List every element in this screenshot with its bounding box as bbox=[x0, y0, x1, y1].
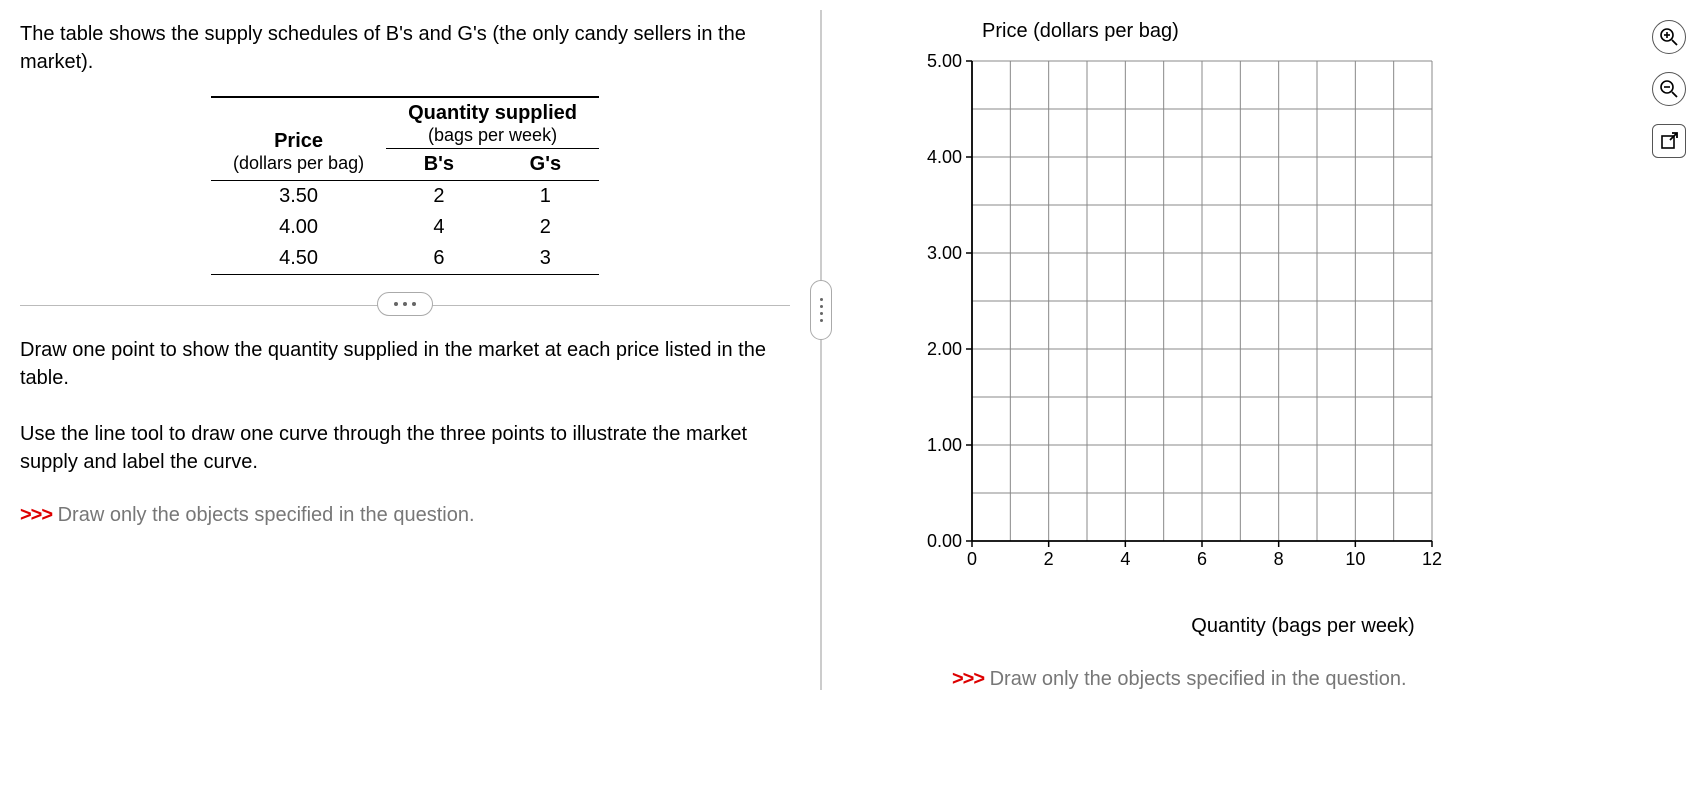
left-hint: >>> Draw only the objects specified in t… bbox=[20, 504, 790, 527]
price-header: Price bbox=[233, 130, 364, 153]
svg-text:1.00: 1.00 bbox=[927, 435, 962, 455]
supply-table-wrap: Price (dollars per bag) Quantity supplie… bbox=[20, 96, 790, 275]
chart-x-label: Quantity (bags per week) bbox=[922, 615, 1684, 638]
qty-header: Quantity supplied bbox=[408, 102, 577, 124]
table-row: 4.00 4 2 bbox=[211, 212, 599, 243]
supply-table: Price (dollars per bag) Quantity supplie… bbox=[211, 96, 599, 275]
svg-text:0: 0 bbox=[967, 549, 977, 569]
right-hint: >>> Draw only the objects specified in t… bbox=[952, 668, 1684, 691]
svg-text:8: 8 bbox=[1274, 549, 1284, 569]
col-g-header: G's bbox=[492, 149, 599, 181]
zoom-in-button[interactable] bbox=[1652, 20, 1686, 54]
svg-text:2: 2 bbox=[1044, 549, 1054, 569]
svg-text:12: 12 bbox=[1422, 549, 1442, 569]
svg-text:4: 4 bbox=[1120, 549, 1130, 569]
expand-pill[interactable] bbox=[377, 292, 433, 316]
intro-text: The table shows the supply schedules of … bbox=[20, 20, 790, 76]
chevron-icon: >>> bbox=[952, 668, 984, 690]
svg-text:10: 10 bbox=[1345, 549, 1365, 569]
svg-text:4.00: 4.00 bbox=[927, 147, 962, 167]
chart-area[interactable]: 0 2 4 6 8 10 12 0.00 1.00 2.00 3.00 4.00 5.00 bbox=[902, 51, 1482, 611]
left-panel: The table shows the supply schedules of … bbox=[0, 0, 820, 790]
svg-text:6: 6 bbox=[1197, 549, 1207, 569]
tool-column bbox=[1652, 20, 1686, 158]
task2-text: Use the line tool to draw one curve thro… bbox=[20, 420, 790, 476]
chart-svg[interactable]: 0 2 4 6 8 10 12 0.00 1.00 2.00 3.00 4.00 5.00 bbox=[902, 51, 1482, 611]
svg-text:3.00: 3.00 bbox=[927, 243, 962, 263]
chevron-icon: >>> bbox=[20, 504, 52, 526]
zoom-out-button[interactable] bbox=[1652, 72, 1686, 106]
chart-y-title: Price (dollars per bag) bbox=[982, 20, 1684, 43]
svg-text:2.00: 2.00 bbox=[927, 339, 962, 359]
table-row: 3.50 2 1 bbox=[211, 181, 599, 213]
table-row: 4.50 6 3 bbox=[211, 243, 599, 275]
qty-unit: (bags per week) bbox=[408, 125, 577, 146]
price-unit: (dollars per bag) bbox=[233, 153, 364, 174]
svg-text:5.00: 5.00 bbox=[927, 51, 962, 71]
right-panel: Price (dollars per bag) 0 2 4 6 8 10 12 0.00 1.0… bbox=[822, 0, 1704, 790]
col-b-header: B's bbox=[386, 149, 492, 181]
task1-text: Draw one point to show the quantity supp… bbox=[20, 336, 790, 392]
svg-text:0.00: 0.00 bbox=[927, 531, 962, 551]
popout-button[interactable] bbox=[1652, 124, 1686, 158]
